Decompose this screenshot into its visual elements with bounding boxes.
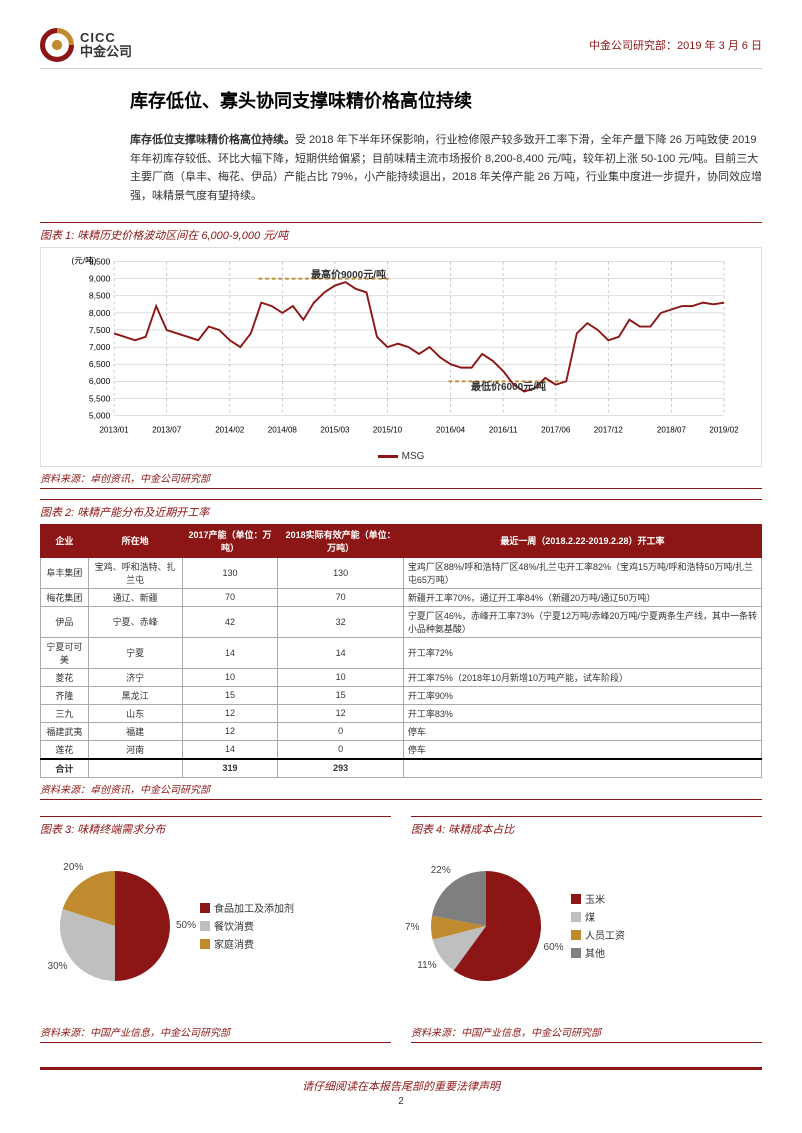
table-row: 伊品宁夏、赤峰4232宁夏厂区46%，赤峰开工率73%（宁夏12万吨/赤峰20万… (41, 606, 762, 637)
cicc-logo-icon (40, 28, 74, 62)
logo-text-cn: 中金公司 (80, 45, 132, 59)
lead-bold: 库存低位支撑味精价格高位持续。 (130, 134, 295, 146)
svg-text:2017/12: 2017/12 (594, 425, 624, 434)
svg-text:2015/10: 2015/10 (373, 425, 403, 434)
fig1-legend: MSG (41, 449, 761, 466)
fig4-block: 图表 4: 味精成本占比 60%11%7%22% 玉米煤人员工资其他 资料来源：… (411, 810, 762, 1053)
fig3-title: 图表 3: 味精终端需求分布 (40, 816, 391, 837)
fig3-block: 图表 3: 味精终端需求分布 50% 30% 20% 食品加工及添加剂餐饮消费家庭消… (40, 810, 391, 1053)
svg-text:8,500: 8,500 (89, 290, 111, 300)
svg-text:2014/02: 2014/02 (215, 425, 245, 434)
pie-pct-label: 22% (431, 865, 451, 876)
annot-low: 最低价6000元/吨 (471, 378, 546, 393)
svg-text:2014/08: 2014/08 (268, 425, 298, 434)
fig3-legend: 食品加工及添加剂餐饮消费家庭消费 (200, 897, 294, 954)
svg-text:(元/吨): (元/吨) (71, 254, 96, 265)
fig3-source: 资料来源：中国产业信息，中金公司研究部 (40, 1021, 391, 1043)
page-header: CICC 中金公司 中金公司研究部：2019 年 3 月 6 日 (40, 28, 762, 69)
table-row: 菱花济宁1010开工率75%（2018年10月新增10万吨产能，试车阶段） (41, 668, 762, 686)
svg-text:5,000: 5,000 (89, 410, 111, 420)
svg-text:9,000: 9,000 (89, 273, 111, 283)
legend-item: 玉米 (571, 891, 625, 906)
pie-pct-label: 30% (48, 961, 68, 972)
table-total-row: 合计319293 (41, 759, 762, 778)
annot-high: 最高价9000元/吨 (311, 266, 386, 281)
fig2-title: 图表 2: 味精产能分布及近期开工率 (40, 499, 762, 520)
fig4-pie: 60%11%7%22% (411, 851, 561, 1001)
svg-text:2015/03: 2015/03 (320, 425, 350, 434)
fig2-source: 资料来源：卓创资讯，中金公司研究部 (40, 778, 762, 800)
fig4-source: 资料来源：中国产业信息，中金公司研究部 (411, 1021, 762, 1043)
svg-text:6,000: 6,000 (89, 376, 111, 386)
table-row: 阜丰集团宝鸡、呼和浩特、扎兰屯130130宝鸡厂区88%/呼和浩特厂区48%/扎… (41, 557, 762, 588)
pie-pct-label: 60% (544, 942, 564, 953)
legal-footer: 请仔细阅读在本报告尾部的重要法律声明 (40, 1067, 762, 1094)
table-row: 齐隆黑龙江1515开工率90% (41, 686, 762, 704)
svg-text:2016/11: 2016/11 (489, 425, 518, 434)
pie-pct-label: 20% (63, 862, 83, 873)
pie-pct-label: 11% (417, 960, 436, 971)
svg-text:6,500: 6,500 (89, 359, 111, 369)
svg-text:7,000: 7,000 (89, 342, 111, 352)
table-header: 所在地 (88, 524, 182, 557)
table-row: 莲花河南140停车 (41, 740, 762, 759)
svg-text:2019/02: 2019/02 (709, 425, 739, 434)
table-row: 宁夏可可美宁夏1414开工率72% (41, 637, 762, 668)
legend-item: 其他 (571, 945, 625, 960)
table-header: 2018实际有效产能（单位：万吨） (278, 524, 404, 557)
table-header: 最近一周（2018.2.22-2019.2.28）开工率 (403, 524, 761, 557)
svg-text:2013/07: 2013/07 (152, 425, 182, 434)
svg-text:2016/04: 2016/04 (436, 425, 466, 434)
legend-item: 家庭消费 (200, 936, 294, 951)
svg-text:2017/06: 2017/06 (541, 425, 571, 434)
table-header: 2017产能（单位：万吨） (182, 524, 278, 557)
table-row: 福建武夷福建120停车 (41, 722, 762, 740)
main-title: 库存低位、寡头协同支撑味精价格高位持续 (130, 87, 762, 113)
svg-text:2013/01: 2013/01 (100, 425, 130, 434)
table-row: 三九山东1212开工率83% (41, 704, 762, 722)
logo: CICC 中金公司 (40, 28, 132, 62)
legend-item: 食品加工及添加剂 (200, 900, 294, 915)
page-number: 2 (40, 1096, 762, 1107)
pie-pct-label: 7% (405, 922, 419, 933)
svg-text:2018/07: 2018/07 (657, 425, 687, 434)
pie-pct-label: 50% (176, 920, 196, 931)
legend-item: 餐饮消费 (200, 918, 294, 933)
legend-item: 人员工资 (571, 927, 625, 942)
line-chart-svg: 5,000 5,500 6,000 6,500 7,000 7,500 8,000 8,500… (49, 254, 753, 444)
svg-text:5,500: 5,500 (89, 393, 111, 403)
body-paragraph: 库存低位支撑味精价格高位持续。受 2018 年下半年环保影响，行业检修限产较多致… (130, 131, 762, 206)
legend-item: 煤 (571, 909, 625, 924)
fig1-title: 图表 1: 味精历史价格波动区间在 6,000-9,000 元/吨 (40, 222, 762, 243)
fig1-chart: 5,000 5,500 6,000 6,500 7,000 7,500 8,000 8,500… (40, 247, 762, 467)
fig1-legend-label: MSG (402, 451, 425, 462)
fig4-legend: 玉米煤人员工资其他 (571, 888, 625, 963)
table-row: 梅花集团通辽、新疆7070新疆开工率70%，通辽开工率84%（新疆20万吨/通辽… (41, 588, 762, 606)
fig4-title: 图表 4: 味精成本占比 (411, 816, 762, 837)
fig1-source: 资料来源：卓创资讯，中金公司研究部 (40, 467, 762, 489)
header-date: 中金公司研究部：2019 年 3 月 6 日 (589, 37, 762, 53)
svg-text:8,000: 8,000 (89, 308, 111, 318)
logo-text-en: CICC (80, 31, 132, 45)
svg-text:7,500: 7,500 (89, 325, 111, 335)
fig3-pie: 50%30%20% (40, 851, 190, 1001)
table-header: 企业 (41, 524, 89, 557)
capacity-table: 企业所在地2017产能（单位：万吨）2018实际有效产能（单位：万吨）最近一周（… (40, 524, 762, 778)
